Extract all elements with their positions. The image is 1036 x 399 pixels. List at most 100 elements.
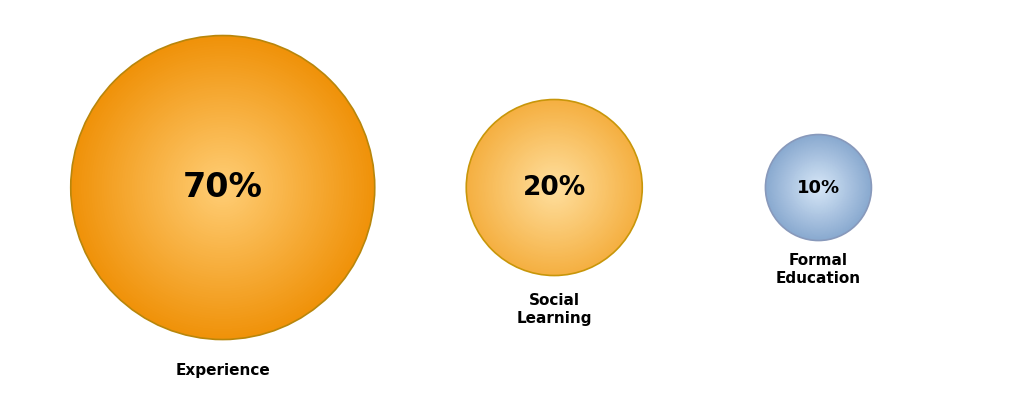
Circle shape — [114, 79, 332, 296]
Circle shape — [491, 124, 617, 251]
Circle shape — [147, 112, 298, 263]
Circle shape — [811, 180, 826, 195]
Circle shape — [212, 178, 233, 198]
Circle shape — [76, 41, 370, 334]
Circle shape — [789, 158, 847, 217]
Circle shape — [792, 161, 845, 214]
Circle shape — [470, 104, 638, 271]
Circle shape — [784, 153, 853, 222]
Circle shape — [175, 139, 270, 236]
Circle shape — [91, 56, 354, 319]
Text: 10%: 10% — [797, 178, 840, 197]
Circle shape — [801, 170, 836, 205]
Circle shape — [547, 180, 562, 195]
Circle shape — [522, 155, 586, 220]
Circle shape — [553, 186, 555, 189]
Circle shape — [124, 89, 321, 286]
Circle shape — [88, 53, 357, 322]
Circle shape — [184, 150, 261, 225]
Circle shape — [766, 134, 871, 241]
Circle shape — [485, 119, 624, 257]
Circle shape — [538, 172, 571, 203]
Circle shape — [798, 166, 839, 209]
Circle shape — [494, 127, 614, 248]
Circle shape — [814, 183, 823, 192]
Circle shape — [809, 179, 828, 196]
Circle shape — [771, 140, 866, 235]
Circle shape — [74, 38, 372, 337]
Circle shape — [772, 141, 865, 234]
Circle shape — [86, 51, 359, 324]
Circle shape — [121, 86, 324, 289]
Circle shape — [815, 184, 822, 191]
Circle shape — [519, 152, 589, 223]
Circle shape — [783, 152, 854, 223]
Circle shape — [544, 177, 565, 198]
Circle shape — [119, 84, 326, 291]
Circle shape — [792, 160, 845, 215]
Circle shape — [84, 48, 362, 327]
Circle shape — [109, 73, 337, 302]
Circle shape — [520, 154, 588, 221]
Circle shape — [767, 135, 870, 240]
Circle shape — [162, 127, 284, 248]
Circle shape — [551, 185, 557, 190]
Circle shape — [793, 162, 844, 213]
Circle shape — [807, 176, 830, 199]
Circle shape — [802, 171, 835, 204]
Circle shape — [469, 103, 639, 273]
Circle shape — [804, 174, 833, 201]
Circle shape — [515, 148, 594, 227]
Circle shape — [104, 69, 342, 306]
Circle shape — [518, 151, 591, 224]
Circle shape — [172, 137, 274, 238]
Circle shape — [794, 163, 843, 212]
Circle shape — [156, 122, 289, 253]
Circle shape — [526, 160, 582, 215]
Circle shape — [218, 182, 228, 193]
Circle shape — [484, 117, 625, 258]
Circle shape — [167, 132, 279, 243]
Circle shape — [107, 71, 339, 304]
Circle shape — [804, 172, 833, 203]
Circle shape — [516, 149, 593, 226]
Circle shape — [195, 160, 251, 215]
Circle shape — [139, 104, 307, 271]
Circle shape — [523, 157, 585, 218]
Text: 20%: 20% — [522, 174, 586, 201]
Circle shape — [812, 182, 825, 194]
Circle shape — [546, 179, 563, 196]
Circle shape — [543, 176, 566, 199]
Circle shape — [780, 150, 857, 225]
Circle shape — [781, 150, 856, 225]
Circle shape — [152, 117, 293, 259]
Circle shape — [205, 170, 240, 205]
Circle shape — [467, 101, 641, 274]
Circle shape — [81, 45, 365, 330]
Circle shape — [102, 66, 344, 309]
Circle shape — [165, 129, 281, 246]
Circle shape — [93, 58, 352, 317]
Circle shape — [540, 173, 569, 202]
Circle shape — [137, 101, 309, 274]
Circle shape — [810, 180, 827, 196]
Circle shape — [800, 169, 837, 206]
Circle shape — [177, 142, 268, 233]
Circle shape — [134, 99, 312, 276]
Circle shape — [477, 110, 632, 265]
Circle shape — [796, 164, 841, 211]
Circle shape — [501, 135, 607, 240]
Circle shape — [537, 170, 572, 205]
Circle shape — [511, 144, 598, 231]
Circle shape — [154, 119, 291, 256]
Circle shape — [111, 76, 335, 299]
Circle shape — [473, 107, 635, 268]
Circle shape — [221, 185, 225, 190]
Circle shape — [509, 142, 600, 233]
Circle shape — [779, 148, 858, 227]
Circle shape — [79, 43, 367, 332]
Circle shape — [787, 157, 850, 218]
Circle shape — [497, 130, 611, 245]
Circle shape — [149, 114, 296, 261]
Circle shape — [160, 124, 286, 251]
